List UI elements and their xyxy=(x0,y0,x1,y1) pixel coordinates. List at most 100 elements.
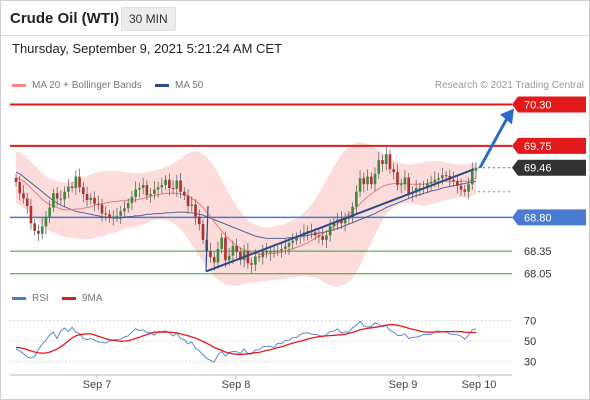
candle-body xyxy=(388,154,392,170)
forecast-arrow-shaft xyxy=(478,115,510,169)
candle-body xyxy=(332,222,336,227)
bollinger-band xyxy=(16,142,476,287)
legend-9ma-swatch xyxy=(62,297,76,300)
candle-body xyxy=(168,179,171,188)
legend-9ma-label: 9MA xyxy=(82,293,103,304)
candle-body xyxy=(59,198,63,200)
support-trendline xyxy=(205,168,475,273)
candle-body xyxy=(463,189,467,192)
candle-body xyxy=(407,177,410,195)
level-tag-69.75 xyxy=(512,137,586,154)
candle-body xyxy=(396,172,399,185)
candle-body xyxy=(369,176,373,185)
candle-body xyxy=(403,177,407,185)
candle-body xyxy=(55,193,59,199)
legend-rsi: RSI xyxy=(12,293,49,304)
level-tag-70.30 xyxy=(512,96,586,113)
candle-body xyxy=(246,251,250,264)
candle-body xyxy=(254,256,257,265)
candle-body xyxy=(153,189,156,195)
candle-body xyxy=(283,246,287,249)
candle-body xyxy=(235,245,238,252)
timeframe-badge[interactable]: 30 MIN xyxy=(121,7,176,31)
candle-body xyxy=(212,257,216,263)
candle-body xyxy=(52,193,55,208)
level-tag-68.80 xyxy=(512,209,586,226)
level-label-69.46: 69.46 xyxy=(524,163,552,175)
chart-datetime: Thursday, September 9, 2021 5:21:24 AM C… xyxy=(12,41,283,56)
candle-body xyxy=(156,187,160,190)
candle-body xyxy=(231,245,235,256)
legend-rsi-swatch xyxy=(12,297,26,300)
candle-body xyxy=(67,186,70,192)
candle-body xyxy=(242,251,246,261)
candle-body xyxy=(220,237,223,249)
candle-body xyxy=(317,235,321,237)
level-label-70.30: 70.30 xyxy=(524,100,552,112)
candle-body xyxy=(33,223,36,231)
level-label-68.05: 68.05 xyxy=(524,269,552,281)
candle-body xyxy=(29,206,33,224)
x-tick-label: Sep 10 xyxy=(462,379,497,391)
candle-body xyxy=(433,179,437,182)
candle-body xyxy=(18,181,22,194)
candle-body xyxy=(287,242,291,247)
candle-body xyxy=(328,226,332,236)
candle-body xyxy=(298,236,302,238)
candle-body xyxy=(470,170,474,185)
legend-ma50-swatch xyxy=(155,84,169,87)
level-label-68.80: 68.80 xyxy=(524,212,552,224)
ma50-line xyxy=(15,171,477,239)
candle-body xyxy=(93,197,96,204)
rsi-tick-label: 50 xyxy=(524,336,536,348)
candle-body xyxy=(119,211,123,216)
candle-body xyxy=(104,213,108,215)
rsi-series-rsi xyxy=(15,320,477,363)
trendline-leg xyxy=(205,206,209,272)
candle-body xyxy=(377,160,381,174)
candle-body xyxy=(325,235,328,240)
candle-body xyxy=(74,176,78,188)
candle-body xyxy=(224,237,227,261)
candle-body xyxy=(89,197,93,201)
candle-body xyxy=(441,175,444,179)
candle-body xyxy=(313,232,317,236)
legend-rsi-label: RSI xyxy=(32,293,49,304)
candle-body xyxy=(362,178,366,185)
candle-body xyxy=(63,191,66,200)
candle-body xyxy=(201,224,205,240)
candle-body xyxy=(37,230,40,234)
legend-9ma: 9MA xyxy=(62,293,103,304)
candle-body xyxy=(373,173,377,185)
candle-body xyxy=(429,181,433,184)
rsi-tick-label: 30 xyxy=(524,357,536,369)
candle-body xyxy=(291,240,295,243)
candle-body xyxy=(194,204,197,217)
candle-body xyxy=(130,197,134,204)
candle-body xyxy=(347,218,351,220)
candle-body xyxy=(418,187,422,189)
candle-body xyxy=(459,185,463,190)
candle-body xyxy=(250,263,253,265)
level-tag-69.46 xyxy=(512,159,586,176)
candle-body xyxy=(456,181,459,186)
candle-body xyxy=(108,214,111,219)
candle-body xyxy=(358,178,362,192)
candle-body xyxy=(145,184,149,196)
candle-body xyxy=(44,216,48,227)
candle-body xyxy=(269,251,272,253)
candle-body xyxy=(134,189,137,198)
legend-ma20-label: MA 20 + Bollinger Bands xyxy=(32,80,142,91)
candle-body xyxy=(70,186,74,188)
candle-body xyxy=(474,167,478,171)
candle-body xyxy=(452,179,455,182)
candle-body xyxy=(227,255,231,261)
level-label-69.75: 69.75 xyxy=(524,141,552,153)
candle-body xyxy=(272,251,276,253)
candle-body xyxy=(340,219,343,224)
candle-body xyxy=(48,207,51,217)
candle-body xyxy=(78,176,81,188)
forecast-arrow-head xyxy=(500,108,514,125)
candle-body xyxy=(190,204,194,207)
